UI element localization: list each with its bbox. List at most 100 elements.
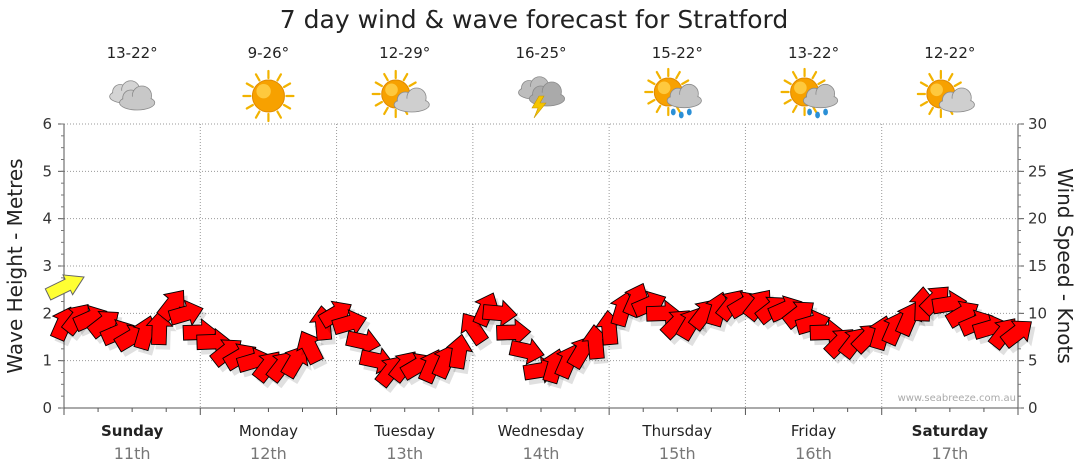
day-temperature: 15-22° (652, 44, 703, 62)
day-temperature: 13-22° (107, 44, 158, 62)
sun-highlight (385, 84, 398, 97)
sun-ray (949, 74, 953, 80)
day-temperature: 9-26° (248, 44, 290, 62)
sun-ray (247, 84, 253, 88)
sun-showers-icon (645, 69, 701, 118)
day-date: 11th (114, 444, 151, 463)
right-tick-label: 5 (1028, 352, 1038, 370)
sun-ray (284, 84, 290, 88)
sun-ray (284, 105, 290, 109)
cloud-shape (120, 96, 154, 109)
day-name: Friday (791, 422, 837, 440)
sun-showers-icon (782, 69, 838, 118)
day-temperature: 12-29° (379, 44, 430, 62)
day-name: Wednesday (498, 422, 585, 440)
day-name: Monday (239, 422, 298, 440)
sun-ray (256, 74, 259, 80)
sun-ray (648, 81, 654, 85)
sun-highlight (930, 84, 943, 97)
sun-ray (785, 81, 791, 85)
sun-ray (247, 105, 253, 109)
day-name: Saturday (912, 422, 989, 440)
sun-ray (657, 106, 661, 112)
day-name: Sunday (101, 422, 164, 440)
right-tick-label: 25 (1028, 162, 1047, 180)
sun-highlight (794, 82, 807, 95)
sun-ray (657, 72, 661, 78)
cloud-shape (395, 98, 429, 111)
day-date: 15th (659, 444, 696, 463)
sun-ray (818, 81, 824, 85)
partly-cloudy-icon (373, 71, 430, 117)
right-tick-label: 20 (1028, 210, 1047, 228)
cloud-shape (940, 98, 974, 111)
left-axis-ticks: 0 1 2 3 4 5 6 (42, 115, 64, 417)
sun-ray (376, 102, 382, 106)
left-axis-title: Wave Height - Metres (3, 158, 27, 373)
sun-ray (921, 83, 927, 87)
day-headers: 13-22° Sunday 11th 9-26° Monday 12th 12-29° Tue… (101, 44, 988, 463)
sun-ray (404, 74, 408, 80)
thunderstorm-icon (519, 77, 565, 118)
right-tick-label: 0 (1028, 399, 1038, 417)
cloudy-icon (110, 81, 155, 110)
sun-highlight (256, 84, 270, 98)
rain-drop (687, 109, 692, 116)
sun-ray (376, 83, 382, 87)
forecast-chart: 7 day wind & wave forecast for Stratford… (0, 0, 1080, 475)
sun-ray (384, 108, 388, 114)
right-tick-label: 30 (1028, 115, 1047, 133)
sun-ray (277, 74, 281, 80)
left-tick-label: 6 (42, 115, 52, 133)
sun-ray (793, 106, 797, 112)
day-date: 17th (931, 444, 968, 463)
sun-ray (682, 81, 688, 85)
partly-cloudy-icon (918, 71, 975, 117)
left-tick-label: 3 (42, 257, 52, 275)
current-wind (45, 275, 84, 300)
rain-drop (823, 109, 828, 116)
cloud-shape (804, 94, 837, 106)
day-date: 14th (523, 444, 560, 463)
sun-ray (955, 83, 961, 87)
left-tick-label: 1 (42, 352, 52, 370)
left-tick-label: 4 (42, 210, 52, 228)
day-temperature: 12-22° (924, 44, 975, 62)
right-tick-label: 15 (1028, 257, 1047, 275)
sun-ray (929, 108, 933, 114)
rain-drop (679, 112, 684, 119)
rain-drop (807, 109, 812, 116)
left-tick-label: 0 (42, 399, 52, 417)
right-axis-ticks: 0 5 10 15 20 25 30 (1018, 115, 1047, 417)
sun-ray (921, 102, 927, 106)
right-tick-label: 10 (1028, 304, 1047, 322)
sun-ray (676, 72, 680, 78)
day-date: 12th (250, 444, 287, 463)
cloud-shape (668, 94, 701, 106)
day-date: 13th (386, 444, 423, 463)
day-temperature: 13-22° (788, 44, 839, 62)
sun-ray (256, 112, 259, 118)
current-wind-arrow (45, 275, 84, 300)
wind-arrows (51, 284, 1036, 394)
sun-ray (384, 74, 388, 80)
left-tick-label: 5 (42, 162, 52, 180)
rain-drop (671, 109, 676, 116)
left-tick-label: 2 (42, 304, 52, 322)
sun-highlight (658, 82, 671, 95)
sun-ray (929, 74, 933, 80)
sun-ray (785, 100, 791, 104)
watermark: www.seabreeze.com.au (898, 393, 1016, 404)
weather-icons (110, 69, 975, 121)
day-name: Tuesday (373, 422, 435, 440)
sun-ray (648, 100, 654, 104)
day-temperature: 16-25° (515, 44, 566, 62)
day-date: 16th (795, 444, 832, 463)
day-name: Thursday (641, 422, 712, 440)
sunny-icon (243, 71, 293, 121)
rain-drop (815, 112, 820, 119)
sun-ray (813, 72, 817, 78)
sun-ray (410, 83, 416, 87)
sun-ray (277, 112, 281, 118)
chart-title: 7 day wind & wave forecast for Stratford (280, 5, 788, 34)
